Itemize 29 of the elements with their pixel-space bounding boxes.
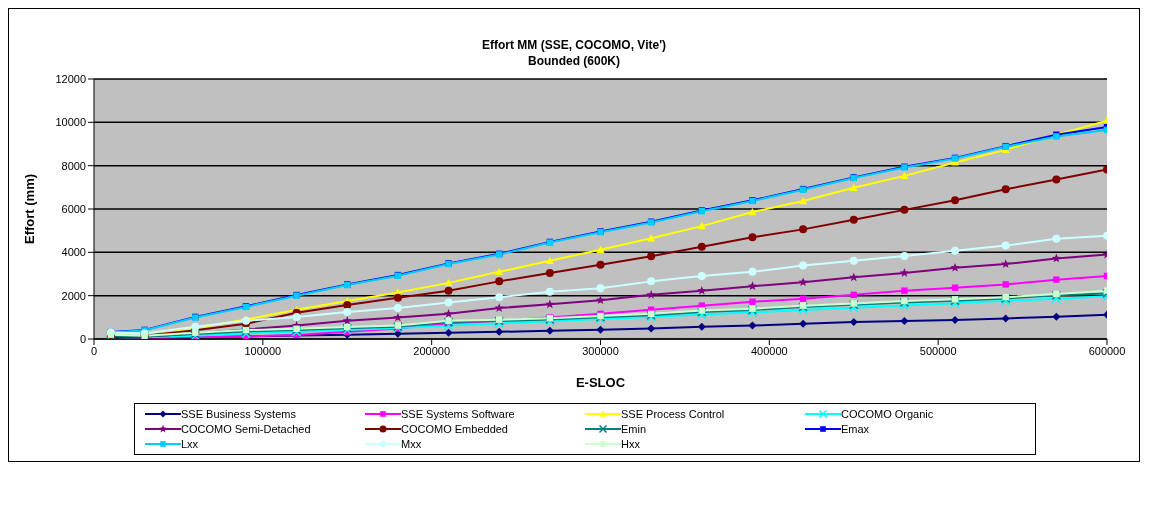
legend-label: Emax	[841, 423, 870, 435]
chart-subtitle: Bounded (600K)	[527, 53, 621, 69]
y-tick-label: 12000	[55, 72, 86, 85]
legend-label: SSE Process Control	[621, 408, 725, 420]
legend-label: Lxx	[181, 438, 199, 450]
y-tick-label: 10000	[55, 116, 86, 129]
chart-title: Effort MM (SSE, COCOMO, Vite')	[481, 37, 667, 53]
x-tick-label: 300000	[582, 344, 619, 357]
legend-label: COCOMO Organic	[841, 408, 934, 420]
x-tick-label: 500000	[919, 344, 957, 357]
y-tick-label: 4000	[61, 246, 86, 259]
x-tick-label: 400000	[750, 344, 788, 357]
legend-label: COCOMO Semi-Detached	[181, 423, 311, 435]
x-axis-title: E-SLOC	[575, 375, 626, 390]
legend-label: Emin	[621, 423, 647, 435]
y-axis-title: Effort (mm)	[21, 173, 37, 245]
legend-label: SSE Systems Software	[401, 408, 515, 420]
y-tick-label: 6000	[61, 202, 86, 215]
x-tick-label: 0	[90, 344, 98, 357]
legend-label: SSE Business Systems	[181, 408, 296, 420]
legend-label: Hxx	[621, 438, 640, 450]
x-tick-label: 200000	[413, 344, 451, 357]
y-tick-label: 8000	[61, 159, 86, 172]
legend-label: Mxx	[401, 438, 422, 450]
x-tick-label: 100000	[244, 344, 282, 357]
legend-label: COCOMO Embedded	[401, 423, 508, 435]
x-tick-label: 600000	[1088, 344, 1126, 357]
y-tick-label: 2000	[61, 289, 86, 302]
y-tick-label: 0	[79, 332, 86, 345]
